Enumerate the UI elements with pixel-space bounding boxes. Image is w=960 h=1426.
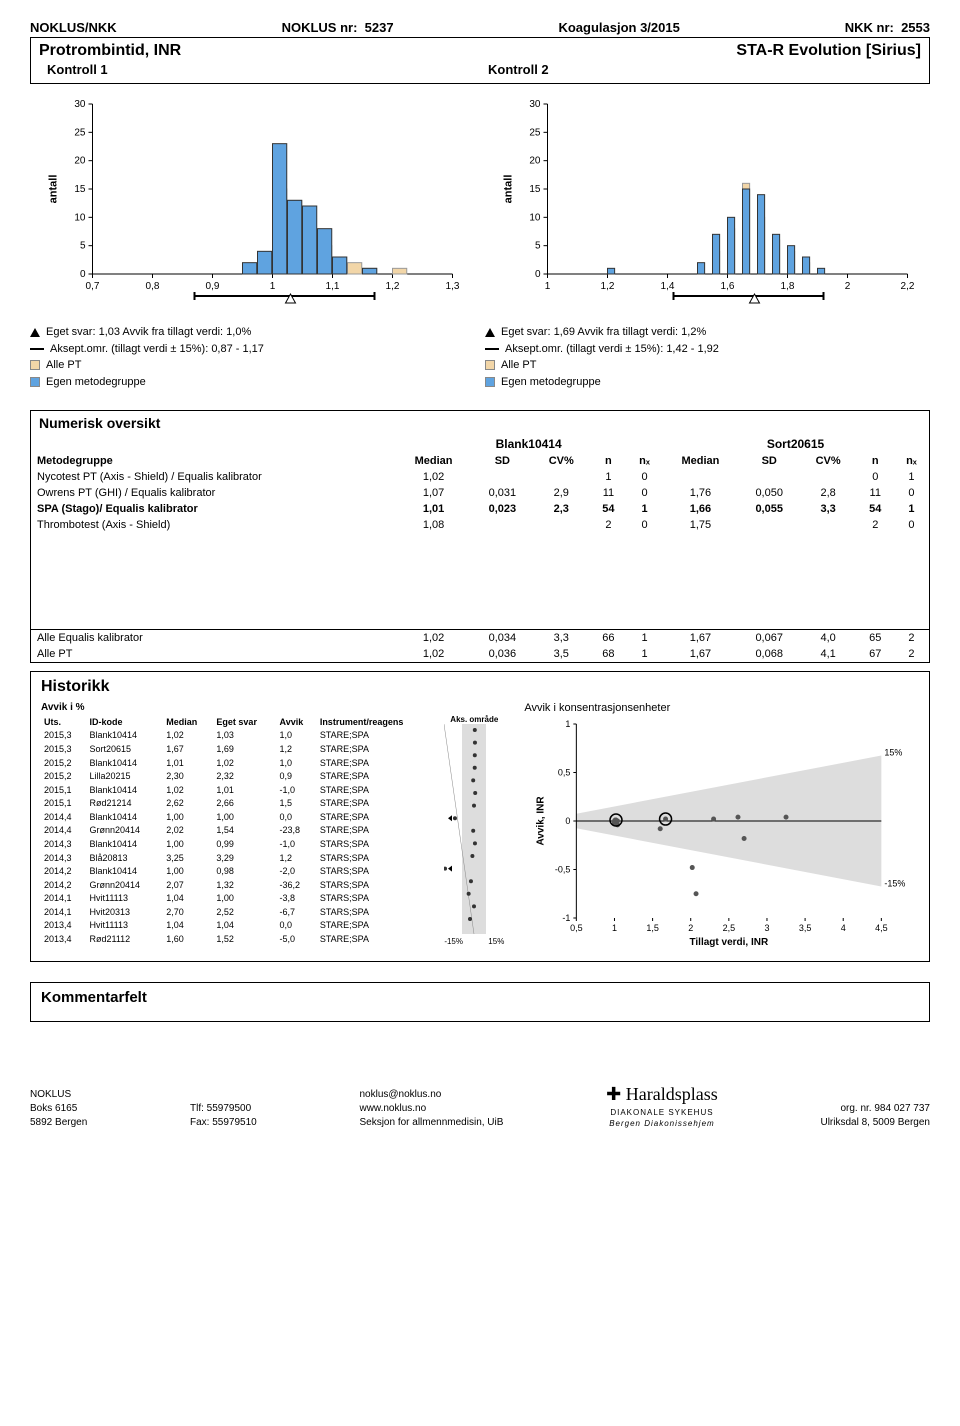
- doc-title: Koagulasjon 3/2015: [558, 20, 679, 35]
- svg-text:15: 15: [529, 184, 541, 195]
- comment-field: Kommentarfelt: [30, 982, 930, 1022]
- svg-text:1: 1: [612, 923, 617, 933]
- line-icon: [485, 348, 499, 350]
- svg-text:1,1: 1,1: [326, 281, 340, 292]
- svg-text:antall: antall: [48, 175, 60, 204]
- svg-text:1,8: 1,8: [781, 281, 795, 292]
- svg-text:20: 20: [74, 156, 86, 167]
- histogram-1: 0 5 10 15 20 25 30 0,7 0,8 0,9 1 1,1 1,2 1,3 antall: [30, 94, 475, 314]
- title-box: Protrombintid, INR STA-R Evolution [Siri…: [30, 37, 930, 84]
- kontroll2-label: Kontroll 2: [480, 60, 921, 79]
- svg-text:3,5: 3,5: [799, 923, 812, 933]
- svg-text:Avvik, INR: Avvik, INR: [536, 796, 547, 846]
- accept-range-strip: [444, 724, 504, 934]
- svg-text:0: 0: [535, 269, 541, 280]
- svg-text:0,5: 0,5: [558, 768, 571, 778]
- svg-text:1: 1: [566, 719, 571, 729]
- svg-text:Tillagt verdi, INR: Tillagt verdi, INR: [690, 937, 769, 948]
- svg-text:2,2: 2,2: [901, 281, 915, 292]
- svg-text:1: 1: [270, 281, 276, 292]
- svg-text:1,2: 1,2: [386, 281, 400, 292]
- square-tan-icon: [30, 360, 40, 370]
- svg-text:1,4: 1,4: [661, 281, 675, 292]
- svg-text:15%: 15%: [885, 748, 903, 758]
- history-table: Uts.ID-kodeMedianEget svarAvvikInstrumen…: [41, 715, 438, 946]
- numeric-table: Blank10414Sort20615MetodegruppeMedianSDC…: [31, 435, 929, 662]
- history-box: Historikk Avvik i % Uts.ID-kodeMedianEge…: [30, 671, 930, 962]
- legend-2: Eget svar: 1,69 Avvik fra tillagt verdi:…: [485, 324, 930, 390]
- square-blue-icon: [485, 377, 495, 387]
- svg-text:4: 4: [841, 923, 846, 933]
- instrument-name: STA-R Evolution [Sirius]: [736, 42, 921, 60]
- svg-text:25: 25: [529, 127, 541, 138]
- svg-text:0: 0: [566, 816, 571, 826]
- svg-text:15: 15: [74, 184, 86, 195]
- svg-text:-0,5: -0,5: [555, 865, 571, 875]
- square-blue-icon: [30, 377, 40, 387]
- svg-text:2: 2: [845, 281, 851, 292]
- svg-text:0: 0: [80, 269, 86, 280]
- svg-text:5: 5: [535, 241, 541, 252]
- svg-text:1,2: 1,2: [601, 281, 615, 292]
- triangle-icon: [30, 328, 40, 337]
- svg-text:0,7: 0,7: [86, 281, 100, 292]
- svg-text:10: 10: [529, 212, 541, 223]
- page-footer: NOKLUSBoks 61655892 Bergen Tlf: 55979500…: [30, 1082, 930, 1130]
- svg-text:2,5: 2,5: [723, 923, 736, 933]
- svg-text:2: 2: [689, 923, 694, 933]
- svg-text:30: 30: [74, 99, 86, 110]
- svg-text:-1: -1: [563, 913, 571, 923]
- hospital-logo: ✚ Haraldsplass DIAKONALE SYKEHUS Bergen …: [606, 1082, 718, 1130]
- svg-text:0,9: 0,9: [206, 281, 220, 292]
- svg-text:5: 5: [80, 241, 86, 252]
- square-tan-icon: [485, 360, 495, 370]
- svg-text:1: 1: [545, 281, 551, 292]
- line-icon: [30, 348, 44, 350]
- svg-text:25: 25: [74, 127, 86, 138]
- kontroll1-label: Kontroll 1: [39, 60, 480, 79]
- svg-text:10: 10: [74, 212, 86, 223]
- numeric-overview: Numerisk oversikt Blank10414Sort20615Met…: [30, 410, 930, 663]
- svg-text:1,3: 1,3: [446, 281, 460, 292]
- svg-text:4,5: 4,5: [875, 923, 888, 933]
- test-name: Protrombintid, INR: [39, 42, 181, 60]
- svg-text:30: 30: [529, 99, 541, 110]
- triangle-icon: [485, 328, 495, 337]
- svg-text:1,5: 1,5: [647, 923, 660, 933]
- svg-text:0,5: 0,5: [570, 923, 583, 933]
- deviation-chart: -1 -0,5 0 0,5 1 0,5 1 1,5 2 2,5 3 3,5 4 4,5 Avvik, INR…: [524, 718, 919, 948]
- svg-text:1,6: 1,6: [721, 281, 735, 292]
- svg-text:3: 3: [765, 923, 770, 933]
- svg-text:-15%: -15%: [885, 878, 906, 888]
- histogram-2: 0 5 10 15 20 25 30 1 1,2 1,4 1,6 1,8 2 2,2 antall: [485, 94, 930, 314]
- lab-name: NOKLUS/NKK: [30, 20, 117, 35]
- svg-text:20: 20: [529, 156, 541, 167]
- top-header: NOKLUS/NKK NOKLUS nr: 5237 Koagulasjon 3…: [30, 20, 930, 35]
- legend-1: Eget svar: 1,03 Avvik fra tillagt verdi:…: [30, 324, 475, 390]
- svg-text:antall: antall: [503, 175, 515, 204]
- svg-text:0,8: 0,8: [146, 281, 160, 292]
